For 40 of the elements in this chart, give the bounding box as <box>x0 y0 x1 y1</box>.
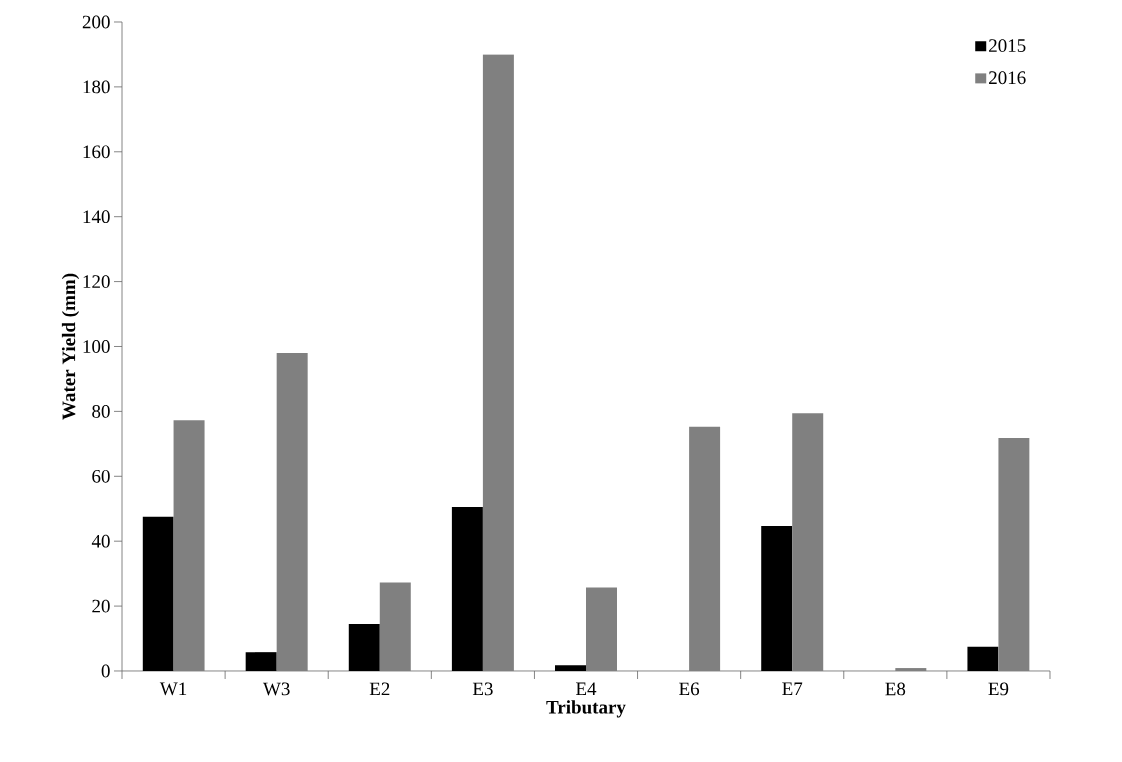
x-tick-label: W3 <box>262 682 290 696</box>
y-tick-label: 20 <box>92 599 110 613</box>
bar <box>761 525 793 671</box>
bar <box>586 587 617 671</box>
bar <box>895 668 927 671</box>
x-tick-label: E3 <box>472 682 493 696</box>
x-tick-label: E8 <box>885 682 906 696</box>
y-tick-label: 40 <box>91 534 110 548</box>
x-axis-title: Tributary <box>546 700 626 718</box>
bar <box>245 652 277 671</box>
bar <box>967 646 999 671</box>
x-tick-label: W1 <box>159 682 187 696</box>
y-tick-label: 200 <box>82 15 110 29</box>
bar <box>792 413 824 671</box>
y-tick-label: 0 <box>101 664 110 678</box>
y-tick-label: 120 <box>83 275 110 288</box>
y-tick-label: 80 <box>92 404 110 418</box>
y-tick-label: 140 <box>83 210 110 224</box>
bar <box>142 516 174 671</box>
bar <box>379 582 411 671</box>
bar <box>689 426 721 671</box>
y-tick-label: 100 <box>83 340 110 353</box>
bar <box>173 420 205 671</box>
x-tick-label: E2 <box>369 682 390 696</box>
bar <box>276 352 308 671</box>
legend-label: 2015 <box>989 39 1026 52</box>
y-axis-title: Water Yield (mm) <box>61 273 80 420</box>
legend-label: 2016 <box>989 71 1026 85</box>
bar <box>348 623 380 671</box>
x-tick-label: E6 <box>679 682 700 696</box>
bar <box>998 438 1030 671</box>
x-tick-label: E7 <box>782 682 803 695</box>
bar <box>555 665 586 671</box>
x-tick-label: E9 <box>988 682 1009 696</box>
x-tick-label: E4 <box>576 682 597 696</box>
y-tick-label: 60 <box>92 469 110 483</box>
y-tick-label: 160 <box>83 145 110 159</box>
bar <box>482 54 514 671</box>
bar <box>451 507 483 671</box>
y-tick-label: 180 <box>83 80 110 94</box>
